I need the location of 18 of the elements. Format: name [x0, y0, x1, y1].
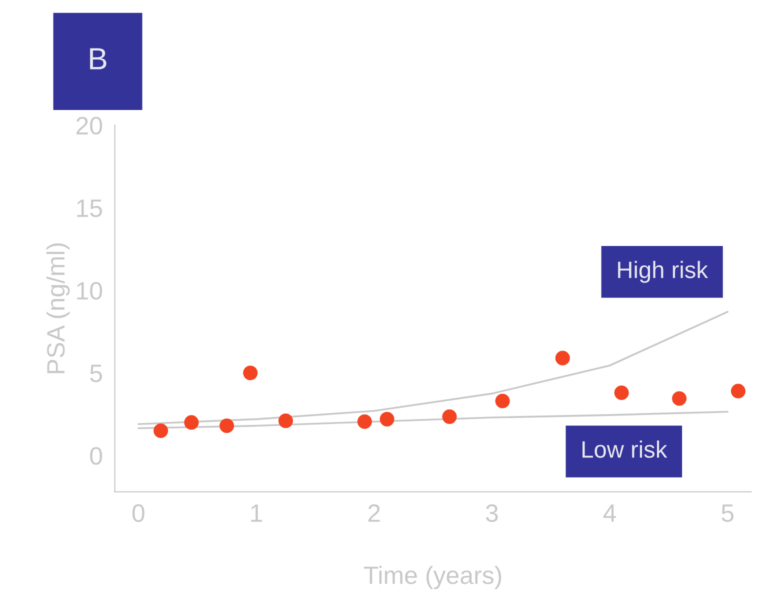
point: [184, 415, 199, 430]
line-series: [138, 310, 729, 426]
point: [380, 412, 394, 426]
line-series: [138, 410, 729, 430]
point: [154, 423, 168, 438]
point: [614, 385, 629, 400]
series-label: Low risk: [582, 440, 668, 458]
point: [243, 366, 258, 380]
point: [357, 414, 372, 429]
chart-title: B: [90, 48, 106, 70]
point: [442, 409, 457, 424]
point: [220, 418, 234, 434]
point: [730, 384, 746, 398]
point: [555, 350, 570, 366]
point: [495, 394, 510, 408]
point: [672, 391, 687, 406]
series-label: High risk: [618, 260, 708, 283]
point: [278, 414, 293, 428]
